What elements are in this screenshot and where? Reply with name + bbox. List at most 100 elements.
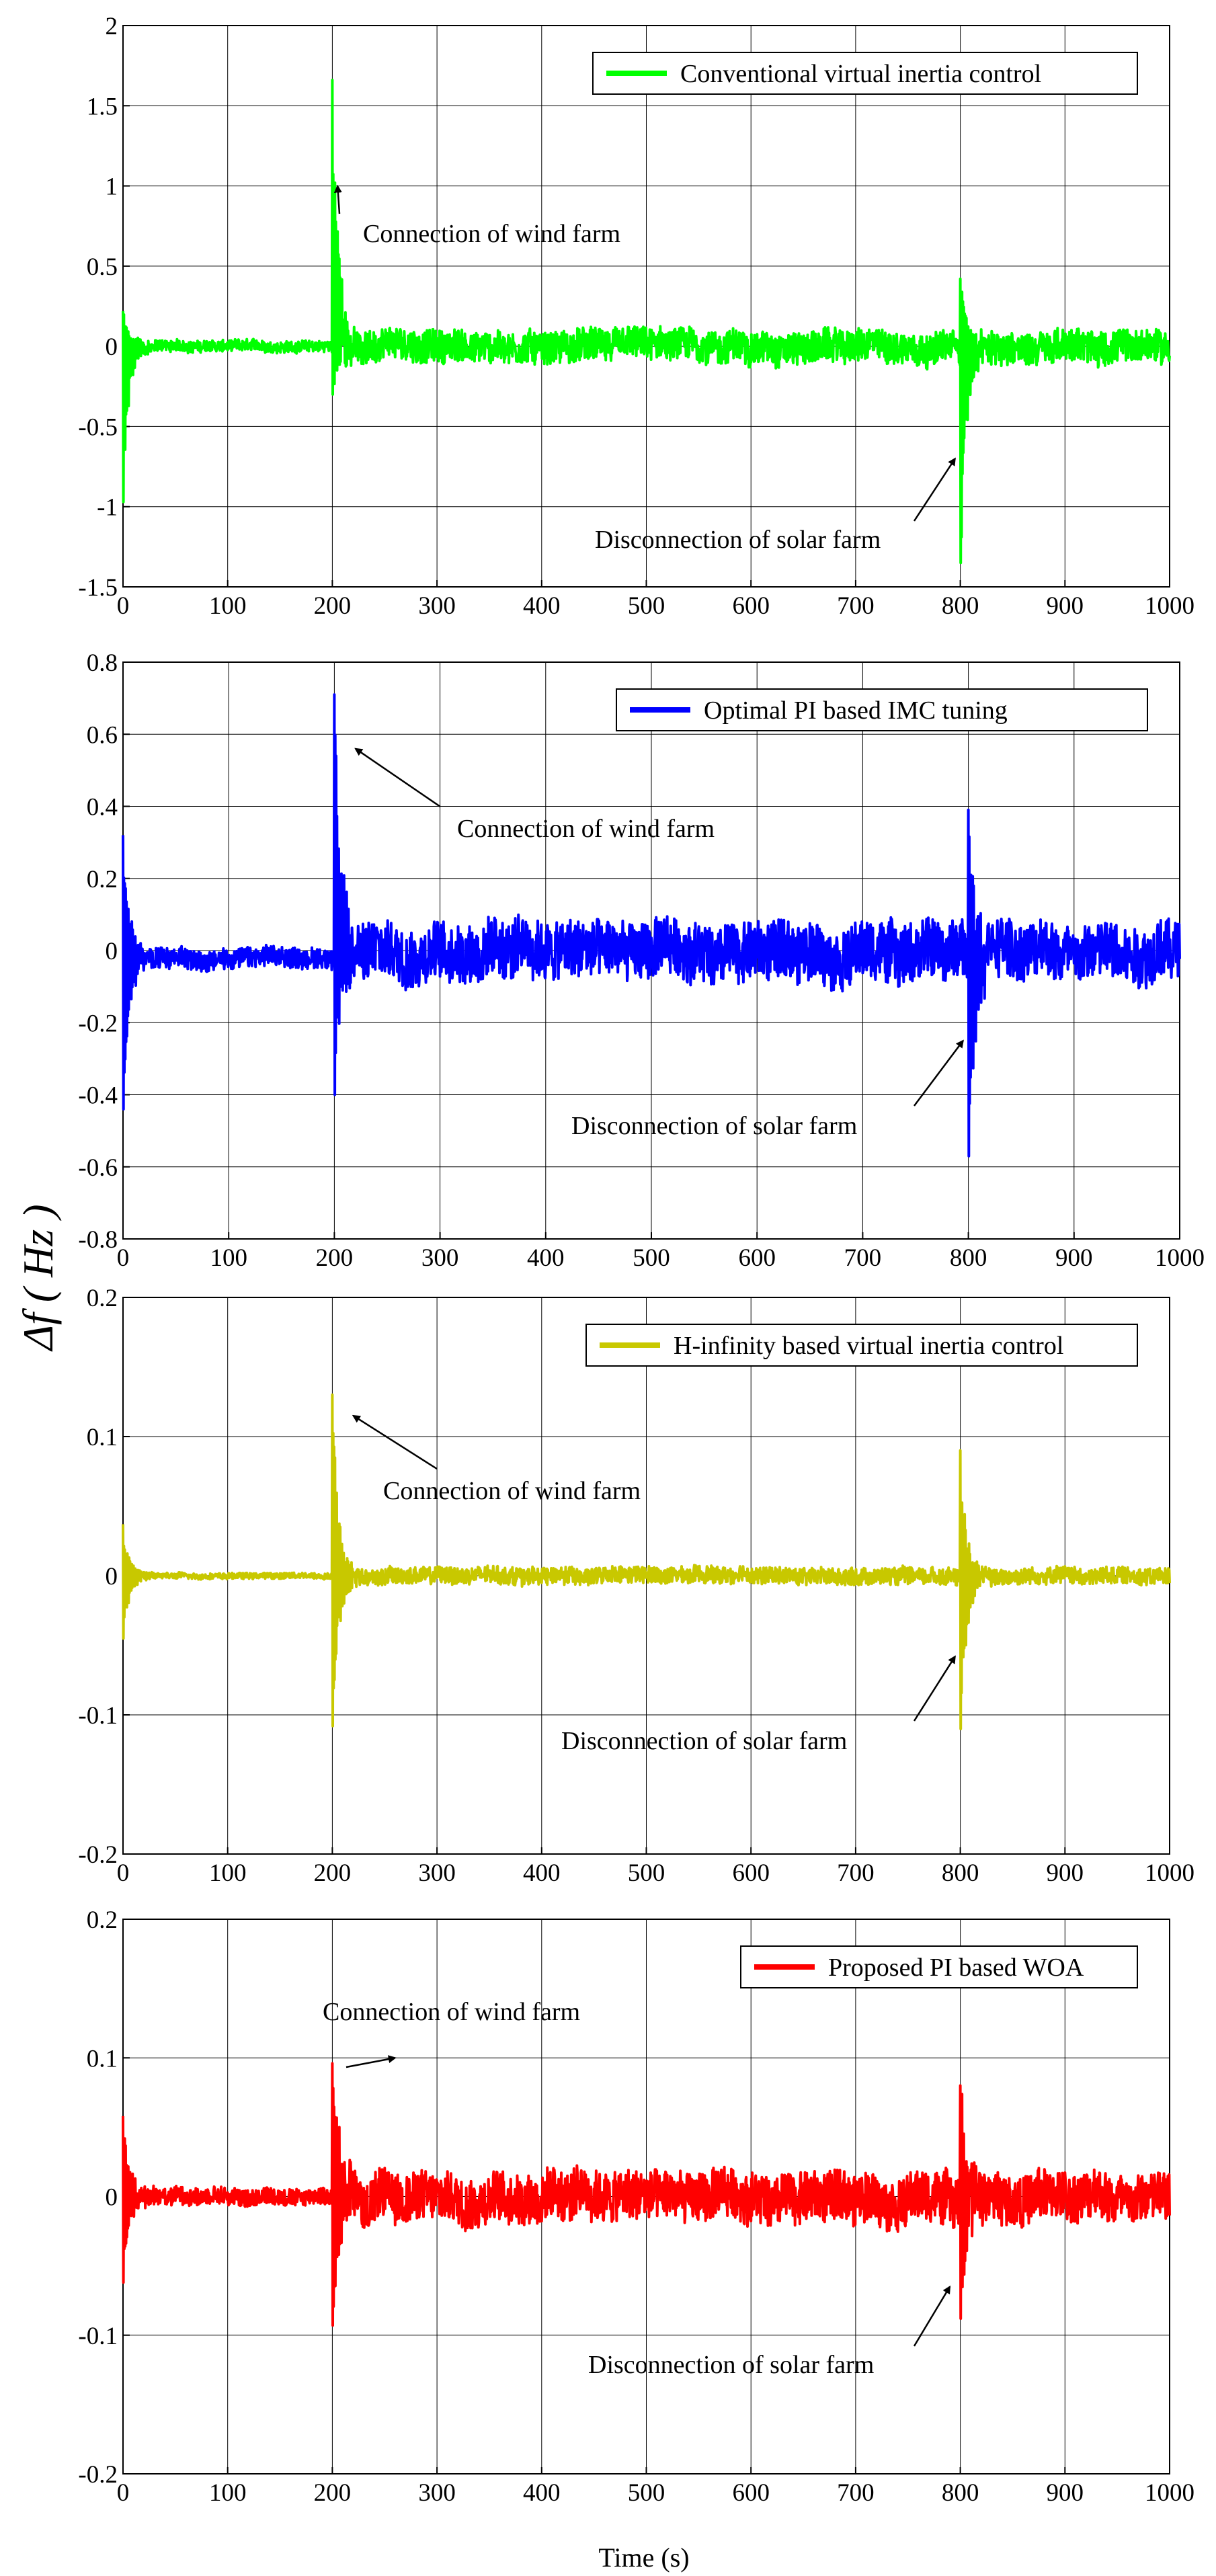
y-tick-label: -0.5 <box>78 413 118 441</box>
series-line <box>122 79 1171 565</box>
legend-box <box>592 52 1138 95</box>
x-tick-label: 600 <box>732 1859 770 1887</box>
x-tick-label: 900 <box>1055 1244 1093 1272</box>
y-tick-label: 0.2 <box>87 1906 118 1934</box>
x-tick-label: 800 <box>942 592 979 620</box>
panel-3: 0 100 200 300 400 500 600 700 800 900 10000.20.10-… <box>78 1285 1194 1887</box>
x-tick-label: 100 <box>210 1244 247 1272</box>
annotation-arrow <box>913 1655 956 1722</box>
x-tick-label: 300 <box>418 1859 456 1887</box>
y-tick-label: 1.5 <box>87 93 118 120</box>
x-tick-label: 1000 <box>1145 2479 1194 2507</box>
x-tick-label: 200 <box>314 2479 352 2507</box>
x-tick-label: 200 <box>314 1859 352 1887</box>
x-tick-label: 600 <box>732 2479 770 2507</box>
x-tick-label: 900 <box>1047 2479 1084 2507</box>
y-tick-label: -0.6 <box>78 1154 118 1182</box>
series-line <box>122 693 1181 1158</box>
y-tick-label: -0.2 <box>78 2461 118 2489</box>
x-tick-label: 900 <box>1047 592 1084 620</box>
x-tick-label: 300 <box>418 592 456 620</box>
y-tick-label: 0.2 <box>87 866 118 893</box>
y-tick-label: 2 <box>106 13 118 40</box>
x-tick-label: 0 <box>117 1244 130 1272</box>
x-tick-label: 0 <box>117 592 130 620</box>
y-tick-label: 0.1 <box>87 2045 118 2072</box>
y-tick-label: -0.8 <box>78 1226 118 1254</box>
annotation-arrow <box>913 457 956 522</box>
x-tick-label: 800 <box>942 2479 979 2507</box>
x-tick-label: 500 <box>633 1244 670 1272</box>
y-tick-label: 0.5 <box>87 253 118 281</box>
y-tick-label: -1.5 <box>78 574 118 602</box>
annotation-arrow <box>354 748 441 808</box>
y-tick-label: 0 <box>106 2184 118 2212</box>
x-tick-label: 300 <box>421 1244 459 1272</box>
y-tick-label: 1 <box>106 173 118 201</box>
x-tick-label: 1000 <box>1145 1859 1194 1887</box>
x-tick-label: 200 <box>316 1244 354 1272</box>
legend-label: Optimal PI based IMC tuning <box>704 696 1008 725</box>
annotation-label: Connection of wind farm <box>323 1998 580 2026</box>
annotation-arrow <box>333 184 342 214</box>
x-tick-label: 400 <box>527 1244 565 1272</box>
x-tick-label: 200 <box>314 592 352 620</box>
x-tick-label: 1000 <box>1145 592 1194 620</box>
annotation-label: Disconnection of solar farm <box>561 1727 847 1755</box>
annotation-label: Connection of wind farm <box>457 815 715 843</box>
x-tick-label: 0 <box>117 1859 130 1887</box>
y-tick-label: -0.2 <box>78 1010 118 1037</box>
annotation-label: Disconnection of solar farm <box>588 2351 874 2379</box>
x-tick-label: 900 <box>1047 1859 1084 1887</box>
panel-4: 0 100 200 300 400 500 600 700 800 900 10000.20.10-… <box>78 1906 1194 2507</box>
x-tick-label: 0 <box>117 2479 130 2507</box>
y-tick-label: 0 <box>106 333 118 361</box>
y-tick-label: -0.1 <box>78 1702 118 1730</box>
legend-box <box>585 1324 1138 1367</box>
legend-label: H-infinity based virtual inertia control <box>674 1332 1063 1360</box>
x-tick-label: 700 <box>837 2479 875 2507</box>
series-line <box>122 1393 1171 1730</box>
x-tick-label: 400 <box>523 1859 561 1887</box>
x-tick-label: 1000 <box>1155 1244 1205 1272</box>
y-tick-label: 0.4 <box>87 794 118 821</box>
y-tick-label: -0.4 <box>78 1082 118 1110</box>
x-tick-label: 600 <box>732 592 770 620</box>
x-tick-label: 100 <box>209 592 247 620</box>
x-tick-label: 400 <box>523 592 561 620</box>
annotation-label: Disconnection of solar farm <box>595 526 881 554</box>
x-tick-label: 400 <box>523 2479 561 2507</box>
panels: 0 100 200 300 400 500 600 700 800 900 100021.510.5… <box>78 13 1205 2507</box>
legend-box <box>616 688 1148 731</box>
y-tick-label: 0.8 <box>87 649 118 677</box>
annotation-arrow <box>914 1039 964 1106</box>
annotation-label: Connection of wind farm <box>383 1477 641 1505</box>
figure-ylabel: Δf ( Hz ) <box>14 1204 62 1352</box>
legend-label: Proposed PI based WOA <box>828 1954 1084 1982</box>
x-tick-label: 700 <box>837 592 875 620</box>
y-tick-label: 0.6 <box>87 721 118 749</box>
x-tick-label: 700 <box>844 1244 882 1272</box>
panel-2: 0 100 200 300 400 500 600 700 800 900 1000 0.8 0.6 0.… <box>78 649 1205 1272</box>
x-tick-label: 800 <box>950 1244 987 1272</box>
y-tick-label: -0.2 <box>78 1841 118 1869</box>
y-tick-label: 0 <box>106 1563 118 1591</box>
x-tick-label: 500 <box>628 592 665 620</box>
legend-label: Conventional virtual inertia control <box>680 60 1041 88</box>
x-tick-label: 700 <box>837 1859 875 1887</box>
y-tick-label: 0.2 <box>87 1285 118 1312</box>
x-tick-label: 500 <box>628 2479 665 2507</box>
annotation-arrow <box>346 2055 397 2068</box>
annotation-arrow <box>352 1414 438 1470</box>
panel-1: 0 100 200 300 400 500 600 700 800 900 1000 2 1.5 1 0.5… <box>78 13 1194 620</box>
x-tick-label: 300 <box>418 2479 456 2507</box>
x-tick-label: 500 <box>628 1859 665 1887</box>
y-tick-label: -0.1 <box>78 2323 118 2350</box>
annotation-label: Connection of wind farm <box>363 220 620 248</box>
figure-xlabel: Time (s) <box>598 2542 689 2573</box>
x-tick-label: 600 <box>738 1244 776 1272</box>
x-tick-label: 800 <box>942 1859 979 1887</box>
y-tick-label: 0.1 <box>87 1424 118 1451</box>
annotation-arrow <box>913 2285 951 2347</box>
